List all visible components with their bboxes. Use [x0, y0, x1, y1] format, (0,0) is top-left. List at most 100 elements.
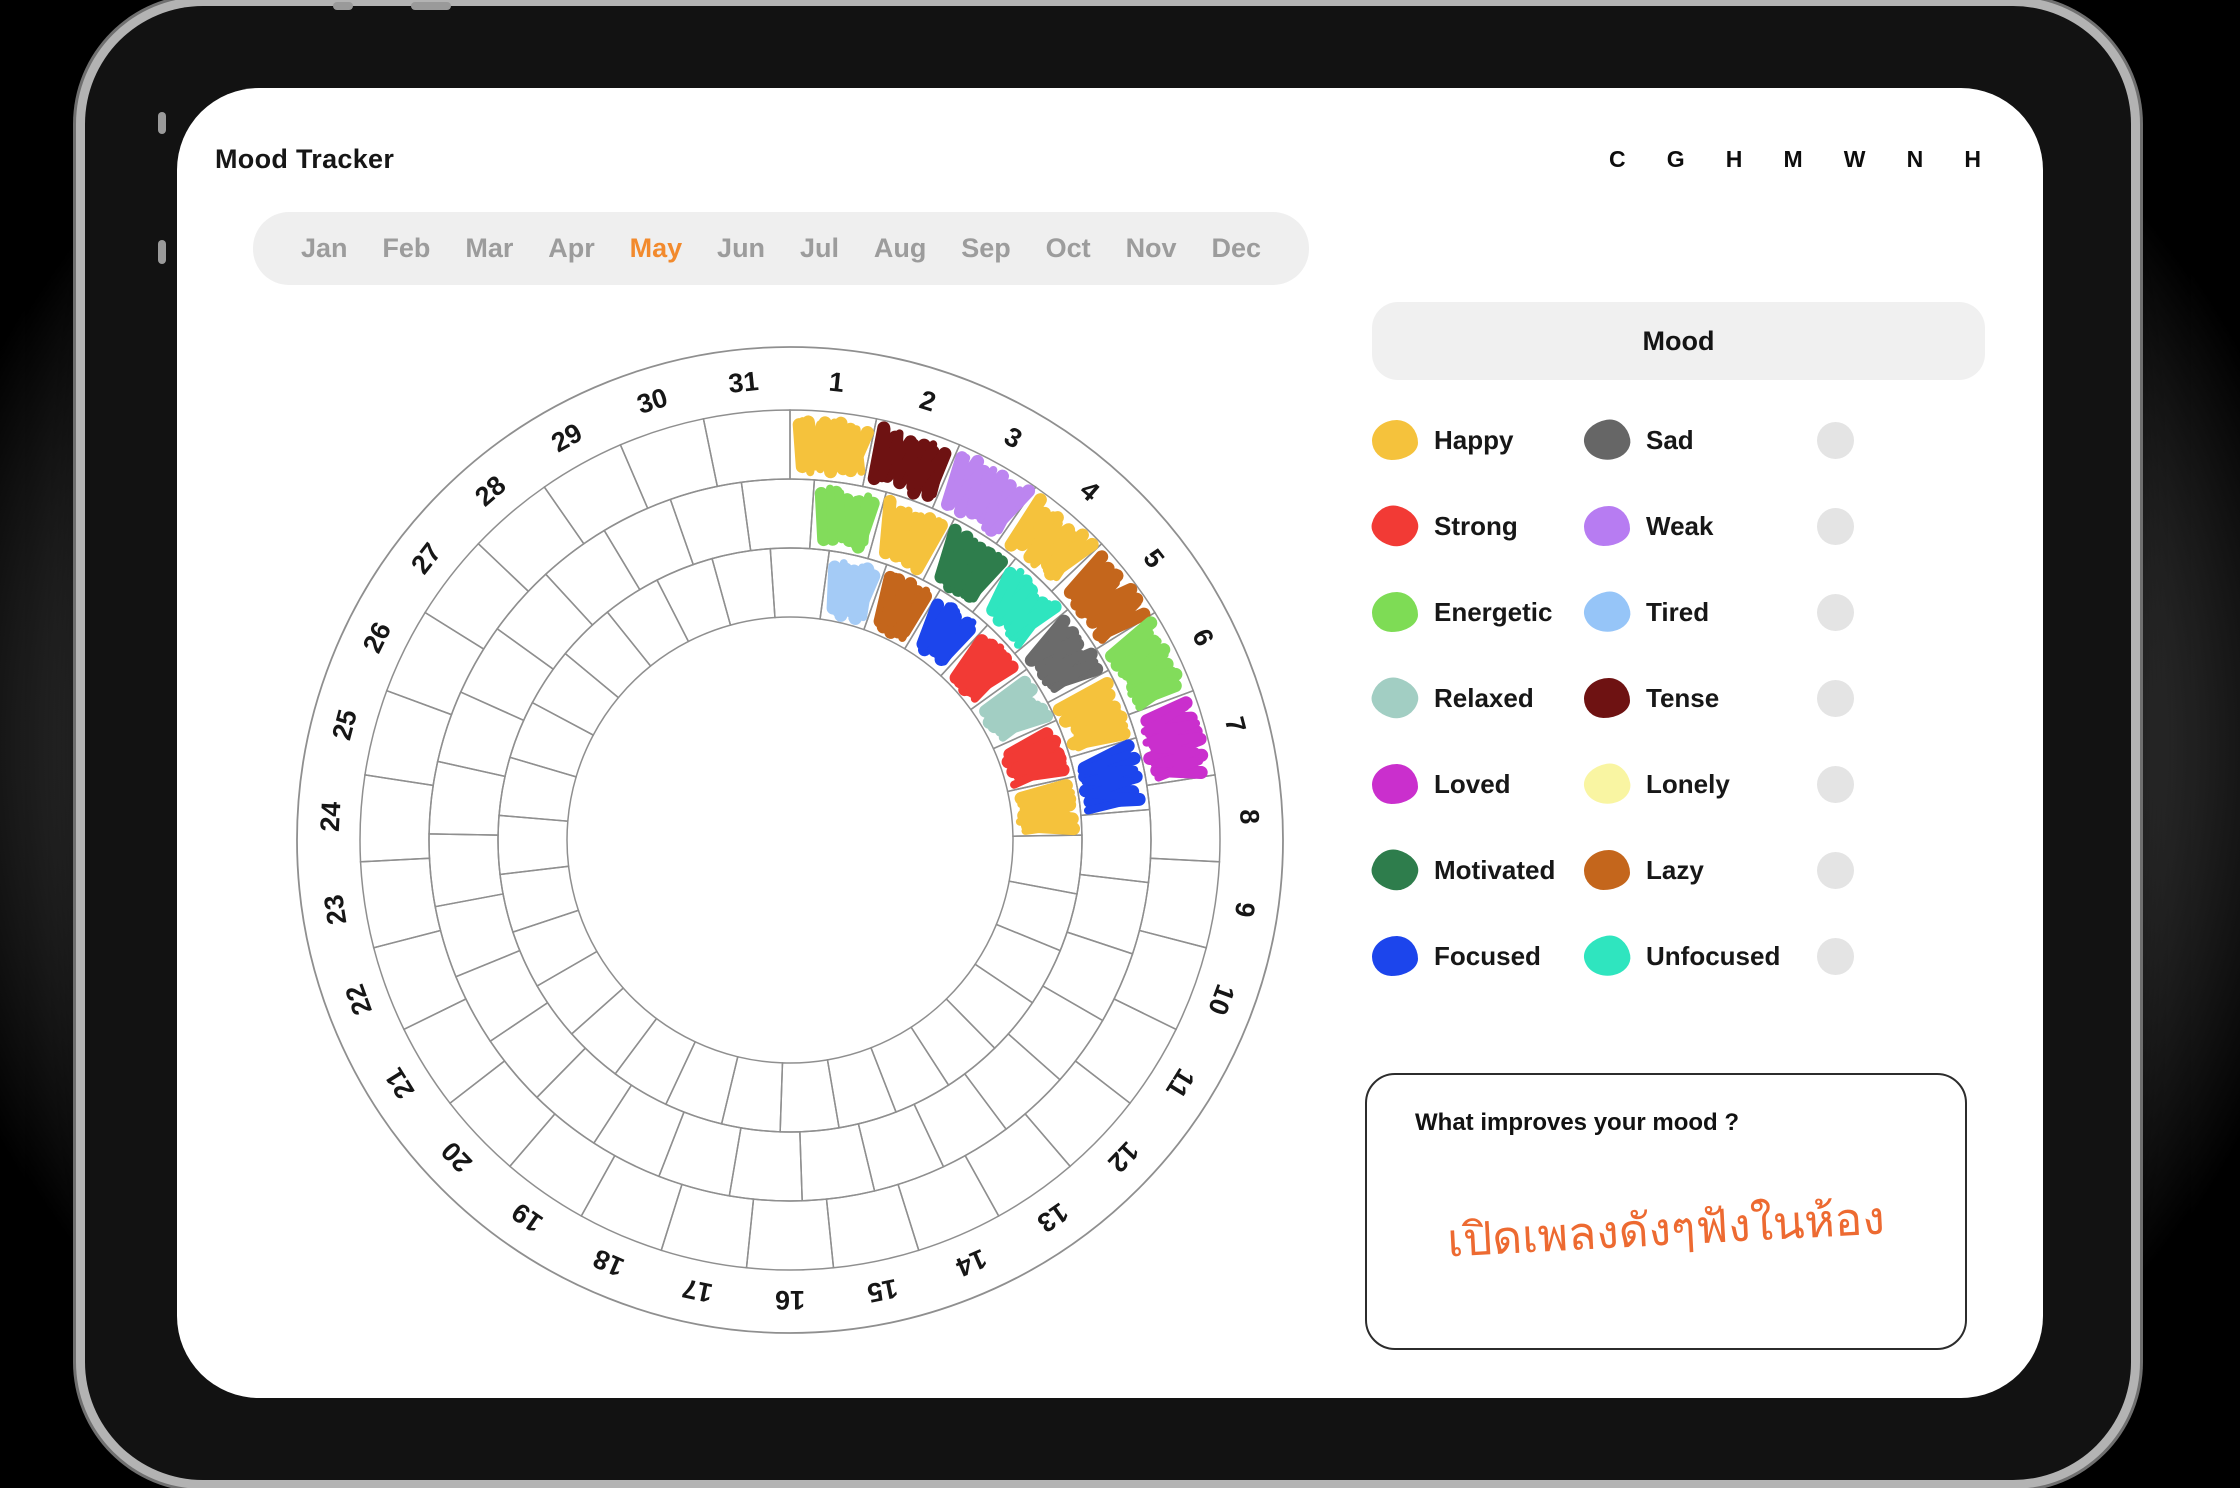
svg-text:26: 26 [357, 617, 397, 657]
letter: W [1843, 146, 1866, 172]
mood-select-dot[interactable] [1817, 679, 1854, 717]
svg-text:20: 20 [435, 1136, 477, 1178]
svg-text:22: 22 [339, 980, 378, 1019]
tab-sep[interactable]: Sep [961, 233, 1011, 263]
svg-text:17: 17 [680, 1273, 715, 1308]
svg-text:15: 15 [865, 1273, 900, 1308]
letter: H [1725, 146, 1743, 172]
svg-text:5: 5 [1137, 543, 1170, 573]
energetic-swatch-icon [1372, 592, 1418, 632]
svg-text:4: 4 [1074, 475, 1105, 508]
legend-row: Strong Weak [1367, 483, 1985, 569]
legend-row: Relaxed Tense [1367, 655, 1985, 741]
legend-item-motivated[interactable]: Motivated [1367, 845, 1584, 895]
svg-text:13: 13 [1032, 1197, 1074, 1239]
unfocused-swatch-icon [1580, 932, 1634, 980]
month-tabbar: Jan Feb Mar Apr May Jun Jul Aug Sep Oct … [253, 212, 1309, 285]
tab-oct[interactable]: Oct [1045, 233, 1091, 263]
tab-jun[interactable]: Jun [717, 233, 766, 263]
sad-swatch-icon [1580, 416, 1634, 464]
note-answer-handwriting: เปิดเพลงดังๆฟังในห้อง [1445, 1191, 1886, 1267]
tense-swatch-icon [1584, 678, 1630, 718]
svg-text:31: 31 [727, 366, 760, 399]
svg-text:11: 11 [1160, 1063, 1201, 1103]
page-title: Mood Tracker [215, 144, 395, 174]
legend-item-weak[interactable]: Weak [1584, 506, 1817, 546]
mood-select-dot[interactable] [1817, 421, 1854, 459]
legend-item-happy[interactable]: Happy [1372, 420, 1584, 460]
letter: N [1906, 146, 1924, 172]
svg-text:25: 25 [326, 706, 363, 743]
happy-swatch-icon [1372, 420, 1418, 460]
tab-aug[interactable]: Aug [873, 233, 927, 263]
mood-select-dot[interactable] [1817, 593, 1854, 631]
svg-text:28: 28 [469, 470, 511, 512]
lonely-swatch-icon [1580, 760, 1634, 808]
top-right-letters: C G H M W N H [1609, 146, 1981, 173]
tab-may[interactable]: May [629, 233, 683, 263]
tab-dec[interactable]: Dec [1211, 233, 1261, 263]
svg-text:2: 2 [916, 385, 939, 418]
legend-item-loved[interactable]: Loved [1372, 764, 1584, 804]
motivated-swatch-icon [1367, 845, 1423, 895]
lazy-swatch-icon [1584, 850, 1630, 890]
strong-swatch-icon [1367, 501, 1423, 551]
legend-item-focused[interactable]: Focused [1372, 936, 1584, 976]
svg-text:27: 27 [405, 537, 447, 579]
mood-select-dot[interactable] [1817, 765, 1854, 803]
svg-text:19: 19 [506, 1197, 548, 1239]
mood-select-dot[interactable] [1817, 507, 1854, 545]
svg-text:14: 14 [952, 1243, 991, 1282]
legend-item-unfocused[interactable]: Unfocused [1580, 932, 1817, 980]
tab-feb[interactable]: Feb [382, 233, 431, 263]
mood-note-box[interactable]: What improves your mood ? เปิดเพลงดังๆฟั… [1365, 1073, 1967, 1350]
tab-jul[interactable]: Jul [799, 233, 839, 263]
svg-text:1: 1 [828, 367, 846, 398]
svg-text:6: 6 [1186, 624, 1220, 651]
svg-text:3: 3 [999, 421, 1027, 455]
svg-text:8: 8 [1234, 808, 1265, 825]
legend-item-strong[interactable]: Strong [1367, 501, 1584, 551]
legend-item-relaxed[interactable]: Relaxed [1367, 673, 1584, 723]
tab-mar[interactable]: Mar [465, 233, 514, 263]
legend-item-sad[interactable]: Sad [1580, 416, 1817, 464]
svg-text:24: 24 [315, 801, 346, 833]
legend-row: Loved Lonely [1372, 741, 1985, 827]
legend-row: Focused Unfocused [1372, 913, 1985, 999]
legend-item-tired[interactable]: Tired [1580, 588, 1817, 636]
weak-swatch-icon [1584, 506, 1630, 546]
side-button-2 [158, 240, 166, 264]
letter: M [1783, 146, 1803, 172]
legend-row: Motivated Lazy [1367, 827, 1985, 913]
power-button [333, 2, 353, 10]
legend-item-energetic[interactable]: Energetic [1372, 592, 1584, 632]
legend-row: Energetic Tired [1372, 569, 1985, 655]
tab-apr[interactable]: Apr [548, 233, 595, 263]
svg-text:9: 9 [1229, 900, 1261, 919]
legend-item-lonely[interactable]: Lonely [1580, 760, 1817, 808]
svg-text:18: 18 [589, 1243, 628, 1282]
letter: C [1609, 146, 1626, 172]
svg-text:10: 10 [1202, 980, 1241, 1019]
legend-item-lazy[interactable]: Lazy [1584, 850, 1817, 890]
mood-legend: Happy Sad Strong Weak Energetic Tired Re… [1367, 397, 1985, 999]
svg-text:30: 30 [633, 382, 671, 420]
legend-row: Happy Sad [1372, 397, 1985, 483]
tired-swatch-icon [1580, 588, 1634, 636]
app-screen: Mood Tracker C G H M W N H Jan Feb Mar A… [177, 88, 2043, 1398]
mood-wheel[interactable]: 1 2 3 4 5 6 7 8 9 10 11 12 13 14 15 16 17 18 19 20 21 22 23 24 2… [280, 330, 1300, 1350]
letter: G [1666, 146, 1685, 172]
tab-jan[interactable]: Jan [301, 233, 348, 263]
svg-text:7: 7 [1219, 714, 1252, 736]
legend-item-tense[interactable]: Tense [1584, 678, 1817, 718]
svg-text:23: 23 [318, 893, 352, 927]
note-question: What improves your mood ? [1415, 1109, 1740, 1136]
mood-select-dot[interactable] [1817, 937, 1854, 975]
svg-text:12: 12 [1102, 1136, 1144, 1178]
tab-nov[interactable]: Nov [1125, 233, 1177, 263]
letter: H [1964, 146, 1981, 172]
mood-select-dot[interactable] [1817, 851, 1854, 889]
relaxed-swatch-icon [1367, 673, 1423, 723]
focused-swatch-icon [1372, 936, 1418, 976]
